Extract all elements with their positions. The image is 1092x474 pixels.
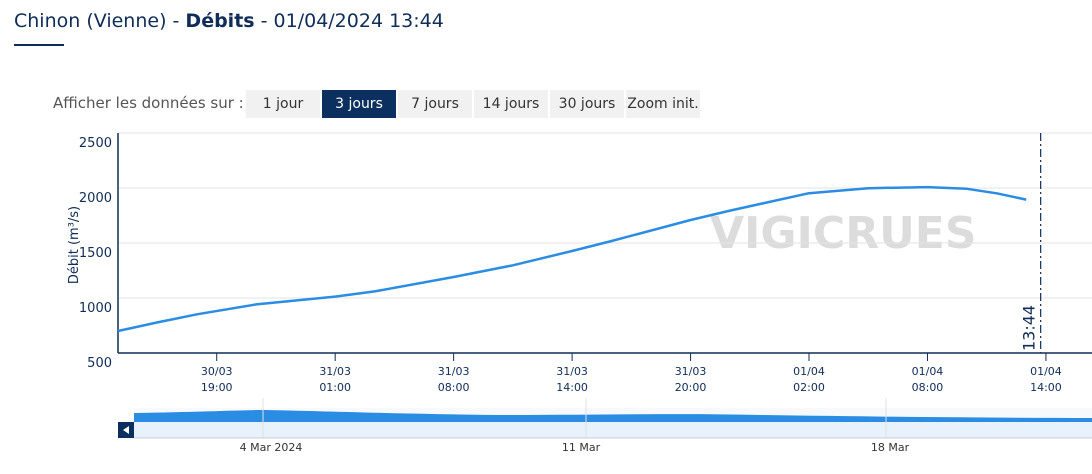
y-tick-label: 1000 [79,301,112,316]
range-button[interactable]: 7 jours [398,90,472,118]
navigator-label: 11 Mar [562,441,601,454]
navigator-label: 18 Mar [871,441,910,454]
y-tick-label: 500 [87,356,112,371]
navigator-selection [134,410,1092,422]
x-tick-label: 14:00 [556,381,588,394]
range-label: Afficher les données sur : [53,94,244,112]
x-tick-label: 19:00 [201,381,233,394]
x-tick-label: 31/03 [675,365,707,378]
x-tick-label: 01/04 [793,365,825,378]
y-axis-title: Débit (m³/s) [67,206,82,284]
x-tick-label: 01/04 [912,365,944,378]
title-part: Chinon (Vienne) - [14,10,186,32]
title: Chinon (Vienne) - Débits - 01/04/2024 13… [14,10,444,32]
x-tick-label: 08:00 [912,381,944,394]
y-tick-label: 2000 [79,191,112,206]
x-tick-label: 30/03 [201,365,233,378]
x-tick-label: 01:00 [319,381,351,394]
data-line [117,185,1027,333]
x-tick-label: 02:00 [793,381,825,394]
x-tick-label: 31/03 [556,365,588,378]
x-tick-label: 01/04 [1030,365,1062,378]
x-tick-label: 20:00 [675,381,707,394]
x-tick-label: 08:00 [438,381,470,394]
title-part: Débits [185,10,255,32]
x-tick-label: 31/03 [438,365,470,378]
range-button[interactable]: Zoom init. [626,90,700,118]
x-tick-label: 31/03 [319,365,351,378]
watermark: VIGICRUES [710,208,977,259]
range-button[interactable]: 3 jours [322,90,396,118]
y-tick-label: 2500 [79,136,112,151]
x-tick-label: 14:00 [1030,381,1062,394]
arrow-icon [123,426,129,434]
title-underline [14,44,64,46]
plot-line-label: 13:44 [1020,305,1039,351]
navigator-label: 4 Mar 2024 [240,441,303,454]
range-button[interactable]: 30 jours [550,90,624,118]
range-button[interactable]: 14 jours [474,90,548,118]
range-button[interactable]: 1 jour [246,90,320,118]
y-tick-label: 1500 [79,246,112,261]
title-part: - 01/04/2024 13:44 [254,10,444,32]
